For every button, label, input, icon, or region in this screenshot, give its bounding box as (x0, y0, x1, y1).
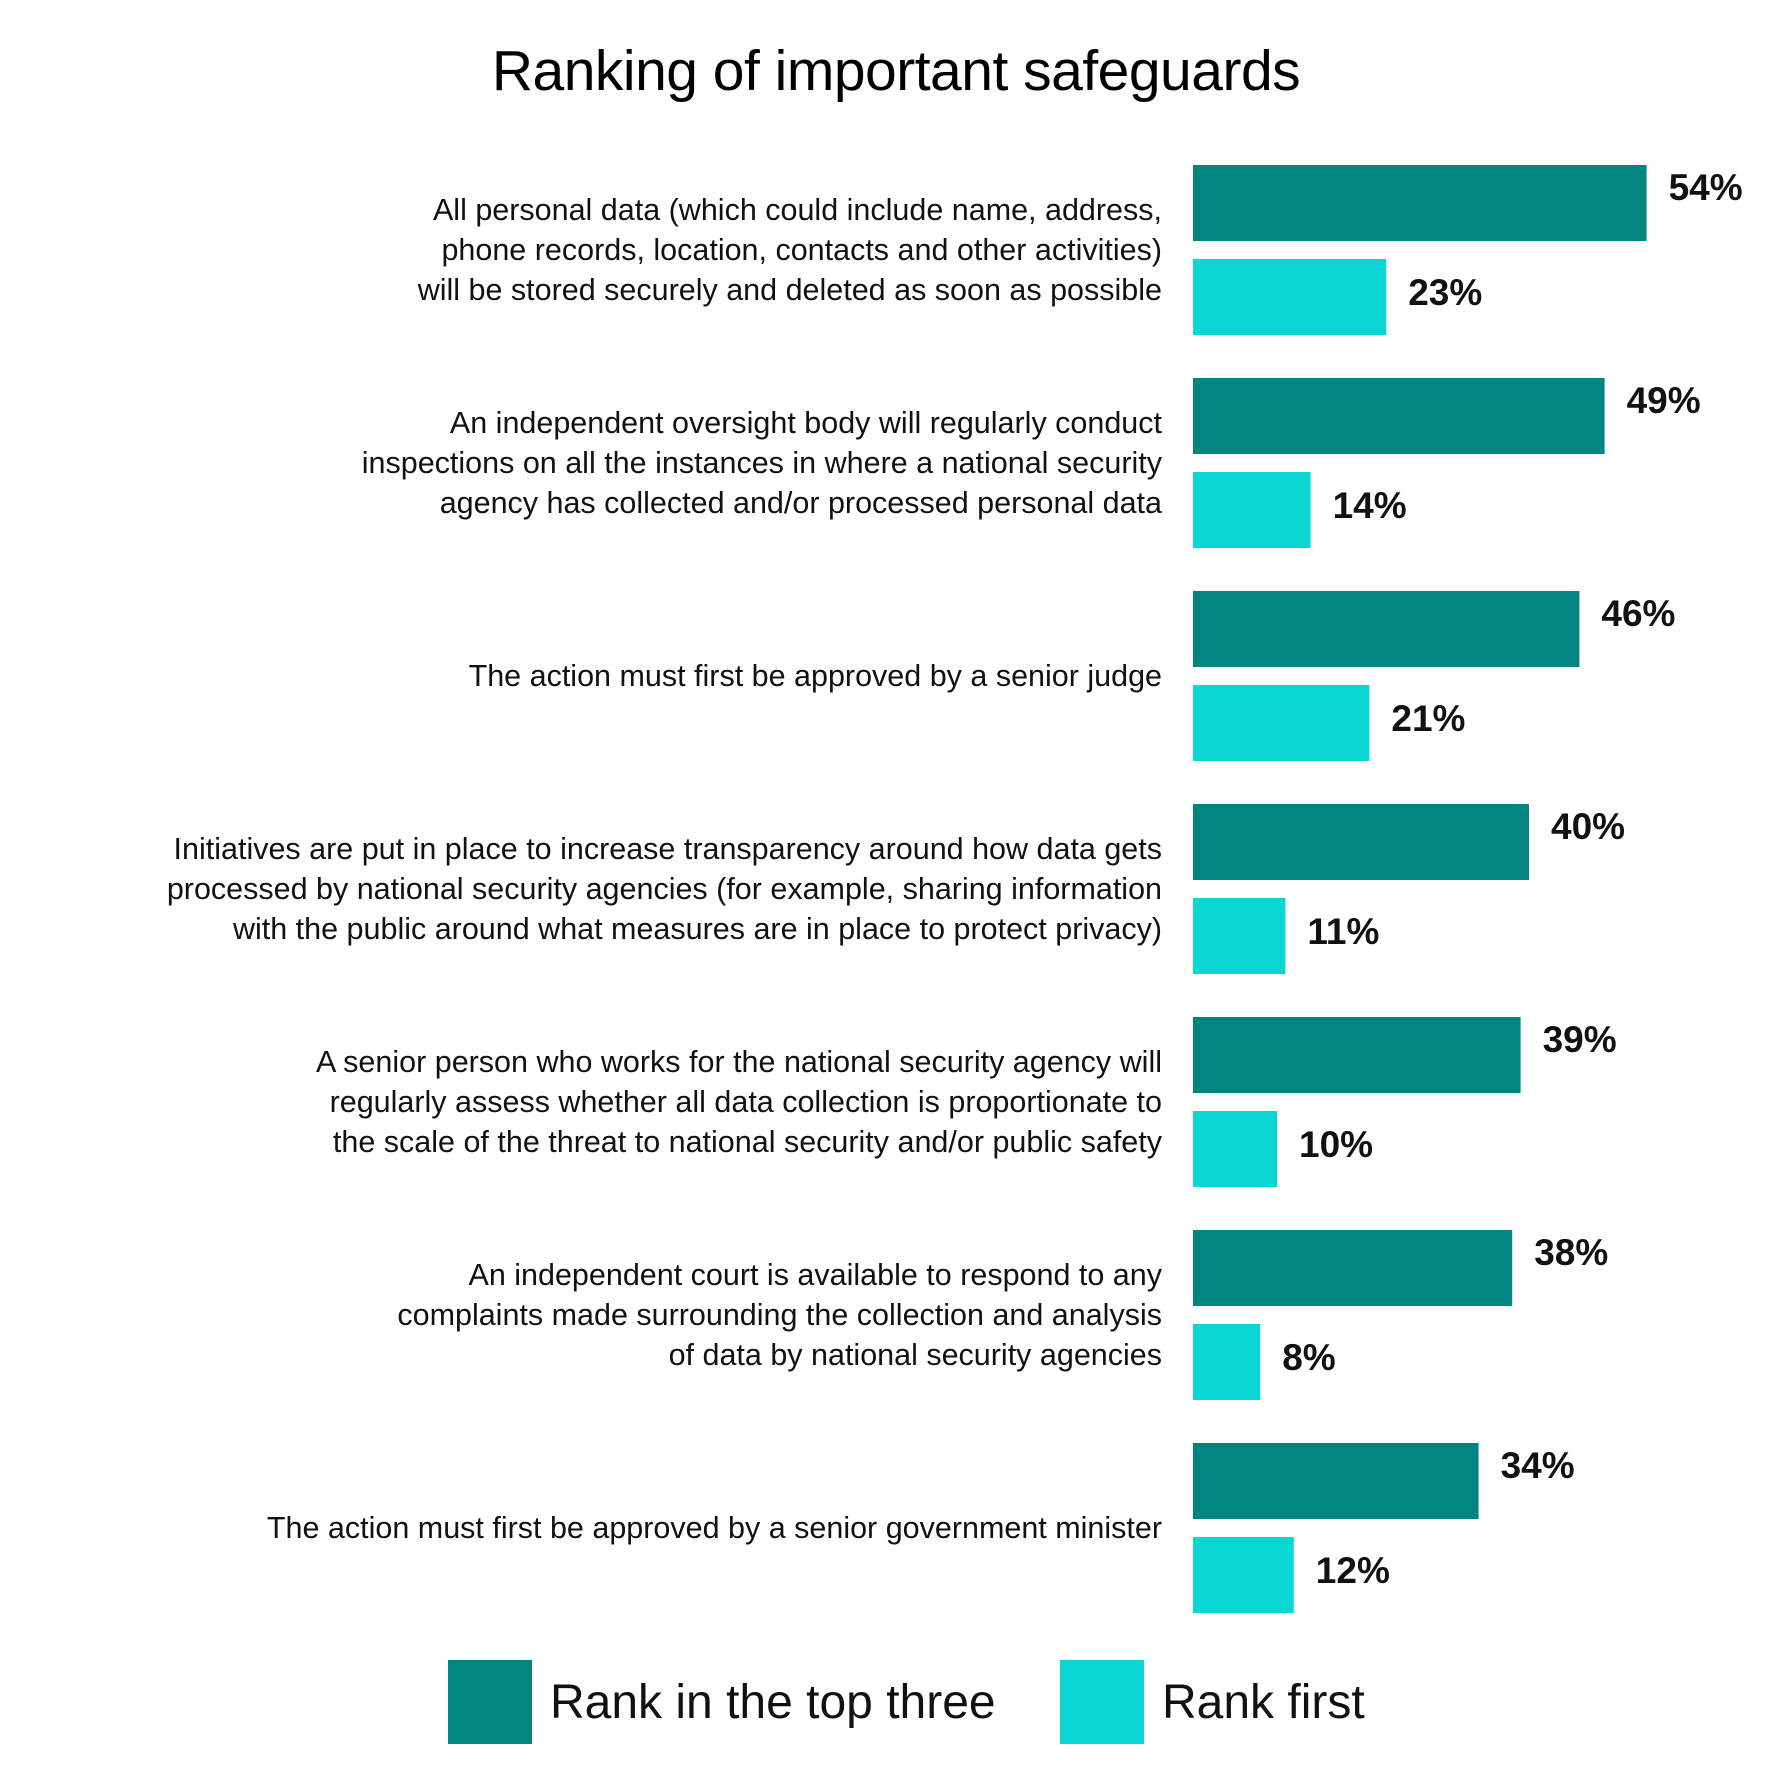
legend-swatch-rank-first (1060, 1660, 1144, 1744)
value-label-rank-top-three: 38% (1534, 1232, 1608, 1273)
bar-rank-top-three (1193, 1230, 1513, 1306)
value-label-rank-top-three: 46% (1601, 593, 1675, 634)
legend-label-rank-first: Rank first (1162, 1675, 1365, 1729)
chart-title: Ranking of important safeguards (491, 39, 1301, 103)
category-label-line: phone records, location, contacts and ot… (441, 233, 1162, 267)
bar-rank-first (1193, 259, 1387, 335)
bar-rank-top-three (1193, 165, 1647, 241)
category-label-line: The action must first be approved by a s… (267, 1511, 1162, 1545)
category-label-line: The action must first be approved by a s… (469, 659, 1162, 693)
bar-rank-first (1193, 1537, 1294, 1613)
legend-label-rank-top-three: Rank in the top three (550, 1675, 996, 1729)
value-label-rank-first: 10% (1299, 1124, 1373, 1165)
category-label-line: Initiatives are put in place to increase… (174, 832, 1162, 866)
bar-rank-top-three (1193, 1443, 1479, 1519)
value-label-rank-top-three: 39% (1543, 1019, 1617, 1060)
chart-legend: Rank in the top three Rank first (0, 1660, 1792, 1744)
bar-rank-first (1193, 472, 1311, 548)
legend-item-rank-first: Rank first (1060, 1660, 1365, 1744)
category-label-line: processed by national security agencies … (167, 872, 1162, 906)
bar-rank-top-three (1193, 1017, 1521, 1093)
category-label-line: A senior person who works for the nation… (316, 1045, 1162, 1079)
bar-rank-top-three (1193, 804, 1529, 880)
category-label: An independent oversight body will regul… (362, 406, 1163, 520)
legend-item-rank-top-three: Rank in the top three (448, 1660, 996, 1744)
category-label-line: complaints made surrounding the collecti… (397, 1298, 1162, 1332)
category-label: The action must first be approved by a s… (469, 659, 1162, 693)
category-label-line: of data by national security agencies (669, 1338, 1162, 1372)
category-label-line: An independent oversight body will regul… (450, 406, 1163, 440)
value-label-rank-first: 12% (1316, 1550, 1390, 1591)
value-label-rank-top-three: 40% (1551, 806, 1625, 847)
category-label-line: agency has collected and/or processed pe… (440, 486, 1162, 520)
category-label-line: will be stored securely and deleted as s… (417, 273, 1162, 307)
category-label-line: An independent court is available to res… (468, 1258, 1162, 1292)
value-label-rank-first: 23% (1408, 272, 1482, 313)
bar-rank-first (1193, 1324, 1261, 1400)
bar-rank-top-three (1193, 591, 1580, 667)
category-label: A senior person who works for the nation… (316, 1045, 1163, 1159)
bar-rank-first (1193, 898, 1286, 974)
bar-rank-first (1193, 685, 1370, 761)
bar-rank-top-three (1193, 378, 1605, 454)
category-label-line: All personal data (which could include n… (433, 193, 1162, 227)
value-label-rank-first: 21% (1391, 698, 1465, 739)
category-label: All personal data (which could include n… (417, 193, 1162, 307)
value-label-rank-top-three: 49% (1627, 380, 1701, 421)
category-label-line: the scale of the threat to national secu… (333, 1125, 1163, 1159)
value-label-rank-top-three: 54% (1669, 167, 1743, 208)
category-label: Initiatives are put in place to increase… (167, 832, 1162, 946)
value-label-rank-first: 11% (1307, 911, 1379, 952)
category-label: The action must first be approved by a s… (267, 1511, 1162, 1545)
category-label: An independent court is available to res… (397, 1258, 1162, 1372)
value-label-rank-first: 14% (1333, 485, 1407, 526)
bar-rank-first (1193, 1111, 1277, 1187)
value-label-rank-top-three: 34% (1501, 1445, 1575, 1486)
category-label-line: regularly assess whether all data collec… (330, 1085, 1162, 1119)
value-label-rank-first: 8% (1282, 1337, 1335, 1378)
category-label-line: with the public around what measures are… (232, 912, 1162, 946)
legend-swatch-rank-top-three (448, 1660, 532, 1744)
category-label-line: inspections on all the instances in wher… (362, 446, 1163, 480)
